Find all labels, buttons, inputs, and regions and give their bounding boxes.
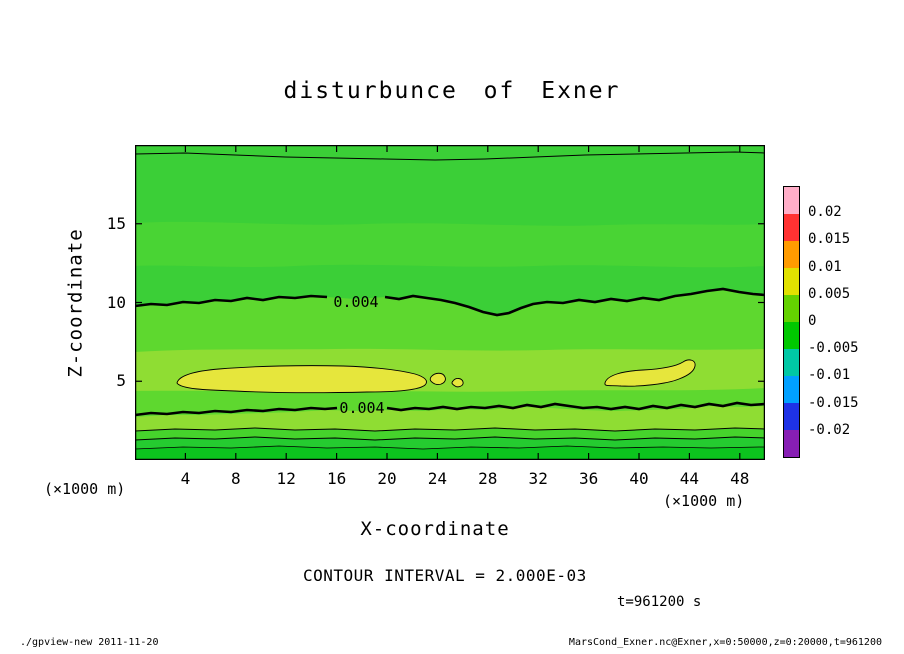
colorbar-segment: [784, 241, 799, 268]
x-tick-label: 48: [730, 469, 750, 488]
colorbar-segment: [784, 268, 799, 295]
colorbar-tick-label: 0.005: [808, 285, 851, 302]
x-tick-label: 44: [679, 469, 700, 488]
thick-contour-upper: [135, 294, 328, 308]
colorbar-tick-label: -0.02: [808, 421, 851, 438]
footer-program-info: ./gpview-new 2011-11-20: [20, 637, 159, 648]
maximum-blob-fragment: [451, 378, 464, 388]
x-axis-label: X-coordinate: [360, 518, 510, 540]
x-tick-label: 16: [326, 469, 347, 488]
x-axis-unit: (×1000 m): [663, 492, 745, 510]
contour-plot: 0.004 0.004: [135, 145, 765, 460]
surface-band-4: [135, 446, 765, 460]
colorbar-segment: [784, 187, 799, 214]
colorbar-segment: [784, 430, 799, 457]
y-tick-label: 15: [106, 213, 126, 233]
maximum-blob-fragment: [429, 372, 446, 385]
thick-contour-upper: [384, 287, 765, 317]
upper-tone-band: [135, 221, 765, 268]
y-tick-label: 5: [116, 371, 126, 391]
thick-contour-lower: [386, 401, 765, 412]
chart-title: disturbunce of Exner: [283, 78, 621, 104]
contour-plot-svg: 0.004 0.004: [135, 145, 765, 460]
x-tick-label: 24: [427, 469, 448, 488]
colorbar-segment: [784, 349, 799, 376]
x-tick-label: 40: [629, 469, 649, 488]
colorbar-tick-label: -0.01: [808, 367, 851, 384]
colorbar-segment: [784, 376, 799, 403]
colorbar-segment: [784, 322, 799, 349]
colorbar-tick-label: -0.015: [808, 394, 859, 411]
colorbar-tick-label: 0: [808, 313, 817, 329]
colorbar: [783, 186, 800, 458]
x-tick-label: 28: [478, 469, 498, 488]
time-label: t=961200 s: [617, 594, 702, 610]
x-tick-label: 8: [230, 469, 241, 488]
colorbar-segment: [784, 295, 799, 322]
thin-contour-line: [135, 436, 765, 441]
contour-interval-note: CONTOUR INTERVAL = 2.000E-03: [303, 566, 587, 585]
x-tick-label: 36: [578, 469, 599, 488]
contour-label-upper: 0.004: [333, 293, 378, 311]
thin-contour-line: [135, 427, 765, 432]
y-axis-label-text: Z-coordinate: [65, 227, 87, 378]
thin-contour-line-top: [135, 151, 765, 161]
thin-contour-line: [135, 445, 765, 450]
colorbar-tick-label: 0.02: [808, 204, 842, 221]
footer-data-source: MarsCond_Exner.nc@Exner,x=0:50000,z=0:20…: [568, 637, 882, 648]
thick-contour-lower: [135, 406, 338, 417]
x-tick-label: 20: [377, 469, 397, 488]
colorbar-tick-label: 0.01: [808, 258, 842, 275]
colorbar-segment: [784, 403, 799, 430]
maximum-blob-right: [604, 359, 696, 387]
x-tick-label: 32: [528, 469, 548, 488]
colorbar-tick-label: 0.015: [808, 231, 851, 248]
colorbar-tick-label: -0.005: [808, 340, 859, 357]
x-tick-label: 4: [180, 469, 191, 488]
y-tick-label: 10: [106, 292, 126, 312]
contour-label-lower: 0.004: [339, 399, 384, 417]
maximum-blob-left: [176, 365, 427, 394]
x-tick-label: 12: [276, 469, 296, 488]
y-axis-unit: (×1000 m): [44, 480, 126, 498]
colorbar-segment: [784, 214, 799, 241]
